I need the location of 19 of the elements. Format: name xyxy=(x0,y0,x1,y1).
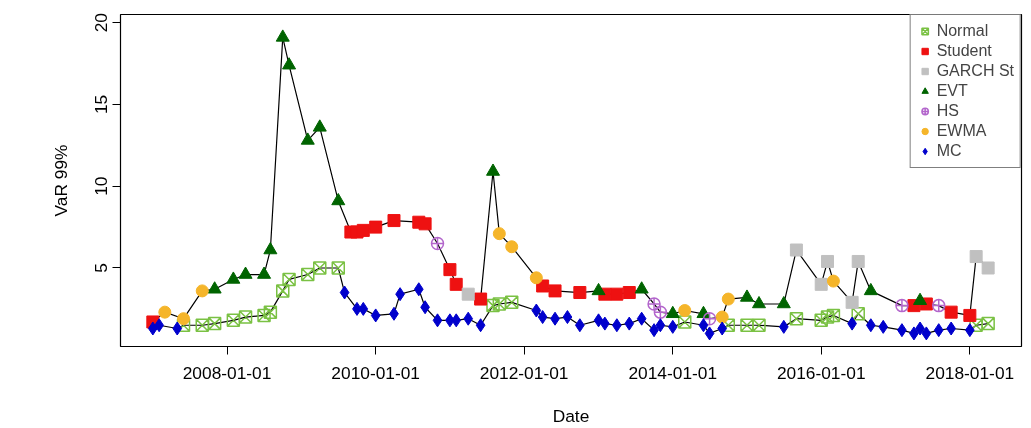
x-tick-label: 2014-01-01 xyxy=(628,362,718,383)
x-tick-label: 2018-01-01 xyxy=(925,362,1015,383)
legend-label: GARCH St xyxy=(936,62,1014,80)
x-axis-title: Date xyxy=(552,405,590,426)
y-tick-label: 10 xyxy=(91,176,112,196)
y-tick-label: 20 xyxy=(91,13,112,33)
legend-label: Normal xyxy=(936,22,989,40)
x-tick-label: 2008-01-01 xyxy=(182,362,272,383)
x-tick-label: 2012-01-01 xyxy=(479,362,569,383)
legend-label: MC xyxy=(936,142,962,160)
x-tick-label: 2010-01-01 xyxy=(331,362,421,383)
legend-label: Student xyxy=(936,42,992,60)
legend-label: EWMA xyxy=(936,122,987,140)
x-tick-label: 2016-01-01 xyxy=(776,362,866,383)
y-axis-title: VaR 99% xyxy=(50,144,71,217)
legend-label: EVT xyxy=(936,82,968,100)
y-tick-label: 15 xyxy=(91,94,112,115)
legend-label: HS xyxy=(936,102,959,120)
y-tick-label: 5 xyxy=(91,263,112,273)
